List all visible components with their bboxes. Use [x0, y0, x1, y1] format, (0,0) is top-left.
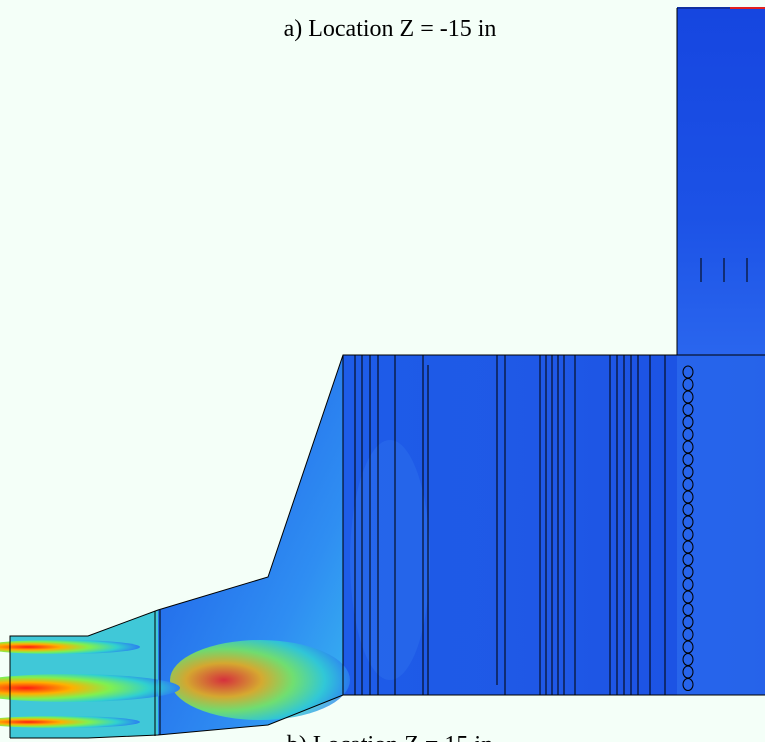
diffuser-jet	[170, 640, 350, 720]
stack	[677, 8, 765, 355]
caption-bottom: b) Location Z = 15 in	[287, 732, 493, 742]
cfd-figure: a) Location Z = -15 in b) Location Z	[0, 0, 765, 742]
caption-top: a) Location Z = -15 in	[284, 16, 497, 42]
outlet-zone	[677, 355, 765, 695]
page: a) Location Z = -15 in b) Location Z	[0, 0, 765, 742]
